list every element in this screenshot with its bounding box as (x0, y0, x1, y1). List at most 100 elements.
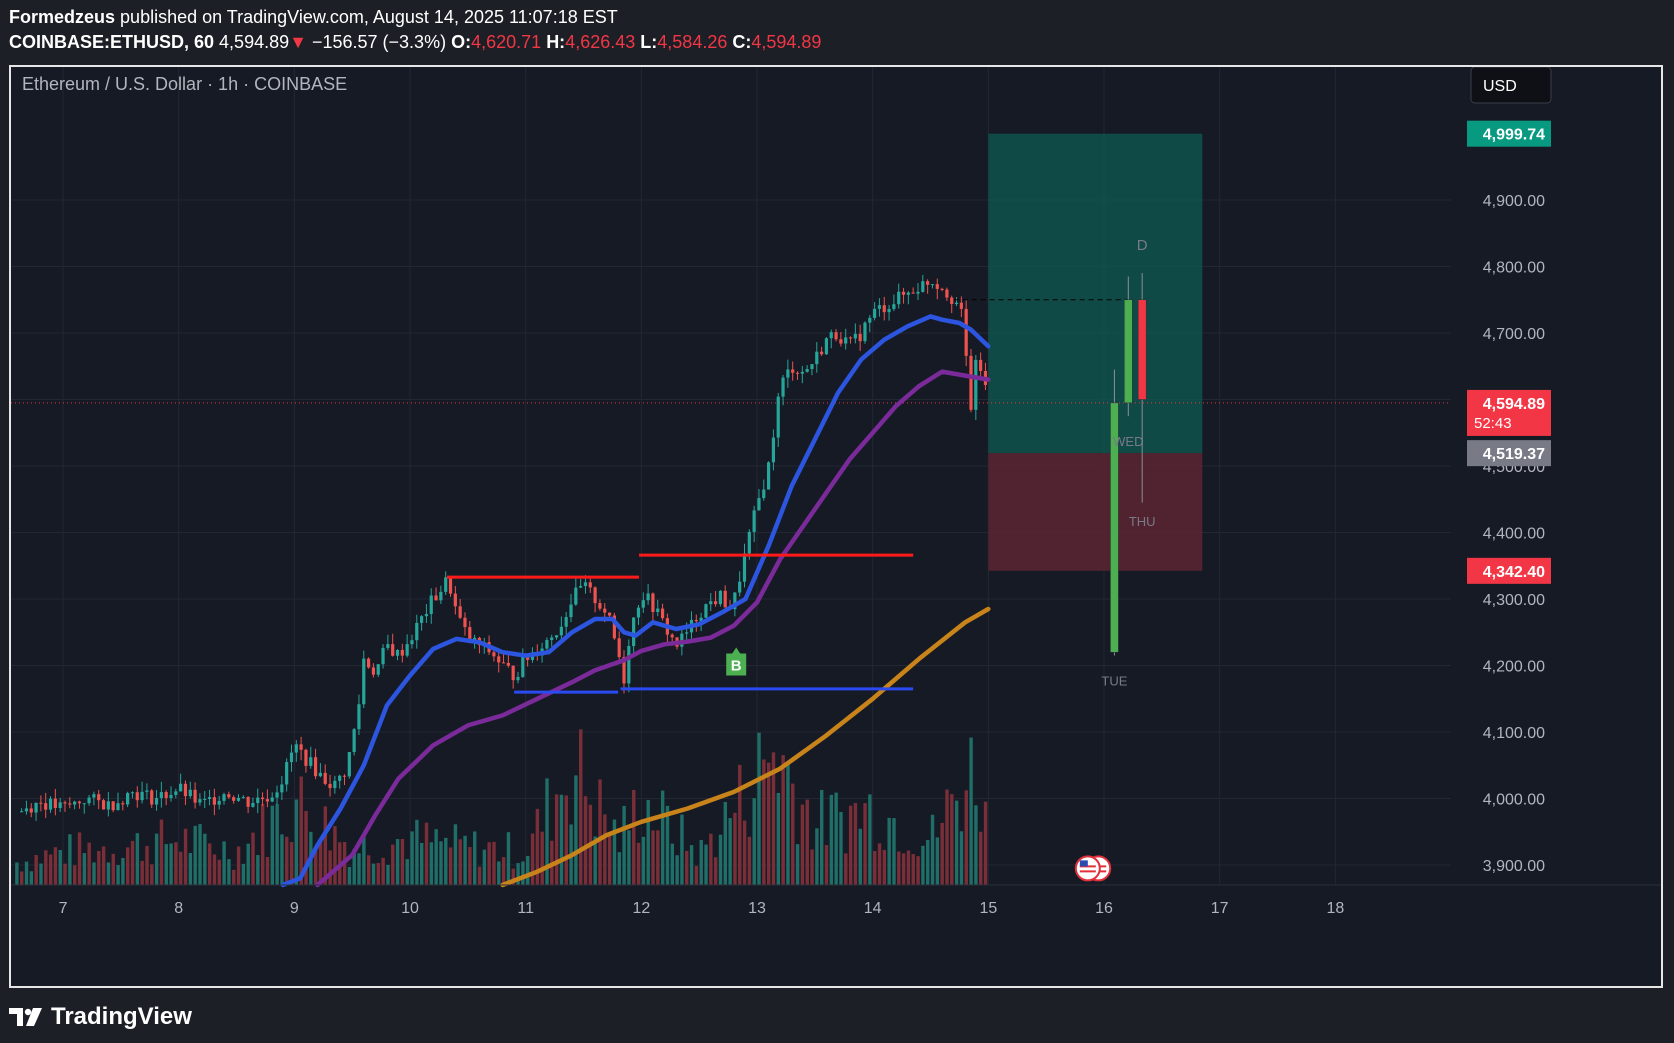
volume-bar (892, 818, 896, 885)
author-name[interactable]: Formedzeus (9, 7, 116, 27)
volume-bar (39, 863, 43, 885)
candle-body (550, 637, 554, 640)
candle-body (815, 351, 819, 365)
volume-bar (294, 799, 299, 885)
volume-bar (188, 852, 193, 885)
volume-bar (521, 861, 525, 885)
candle-body (444, 577, 448, 592)
projected-candle: THU (1129, 273, 1156, 529)
last-price-tag: 4,594.89 52:43 (1467, 389, 1551, 436)
volume-bar (805, 799, 809, 885)
price-level-tag-label: 4,999.74 (1483, 127, 1545, 144)
volume-bar (983, 801, 988, 885)
volume-bar (603, 814, 607, 885)
candle-body (921, 281, 925, 292)
price-chart[interactable]: B TUE WED THU D Ethereum / U.S. Dollar · 1h ·… (11, 67, 1661, 986)
volume-bar (304, 811, 308, 885)
volume-bar (169, 843, 173, 885)
volume-bar (607, 835, 612, 885)
candle-body (526, 656, 530, 660)
candle-body (39, 802, 43, 804)
volume-bar (357, 853, 361, 885)
volume-bar (795, 844, 800, 885)
volume-bar (752, 798, 756, 885)
volume-bar (352, 848, 356, 885)
candle-body (882, 305, 886, 313)
candle-body (598, 603, 602, 609)
volume-bar (685, 850, 689, 885)
candle-body (159, 792, 163, 799)
volume-bar (574, 775, 578, 885)
candle-body (694, 619, 698, 622)
volume-bar (747, 836, 752, 885)
volume-bar (723, 801, 728, 885)
candle-body (395, 649, 400, 656)
high-value: 4,626.43 (565, 32, 636, 52)
volume-bar (20, 871, 24, 885)
candle-body (77, 801, 82, 804)
candle-body (607, 612, 612, 616)
candle-body (940, 288, 944, 290)
volume-bar (863, 803, 867, 885)
volume-bar (135, 833, 140, 885)
candle-body (930, 284, 935, 286)
candle-body (868, 317, 872, 323)
volume-bar (444, 837, 448, 885)
candle-body (82, 803, 86, 805)
candle-body (448, 577, 453, 594)
volume-bar (251, 832, 255, 885)
volume-bar (554, 794, 559, 885)
candle-body (222, 794, 226, 801)
volume-bar (24, 861, 29, 885)
candle-body (318, 772, 322, 777)
candle-body (280, 784, 284, 793)
time-tick-label: 13 (748, 900, 766, 917)
candle-body (126, 793, 130, 805)
candle-body (738, 581, 742, 593)
volume-bar (713, 857, 718, 885)
candle-body (593, 587, 597, 604)
candle-body (954, 302, 959, 304)
volume-bar (395, 839, 400, 885)
candle-body (212, 797, 216, 805)
candle-body (579, 585, 583, 588)
candle-body (101, 800, 106, 810)
candle-body (275, 792, 279, 798)
candle-body (497, 656, 501, 663)
volume-bar (410, 831, 414, 885)
volume-bar (853, 803, 858, 885)
volume-bar (511, 868, 515, 885)
candle-body (338, 775, 342, 781)
volume-bar (598, 779, 602, 885)
candle-body (588, 582, 592, 588)
last-price-text: 4,594.89 (219, 32, 290, 52)
candle-body (603, 608, 607, 613)
candle-body (685, 632, 689, 634)
volume-bar (964, 790, 968, 885)
volume-bar (612, 819, 617, 885)
price-level-tag: 4,519.37 (1467, 440, 1551, 467)
candle-body (969, 355, 973, 410)
volume-bar (969, 737, 973, 885)
volume-bar (77, 832, 82, 885)
time-tick-label: 14 (864, 900, 882, 917)
volume-bar (882, 849, 887, 885)
volume-bar (617, 852, 621, 885)
buy-signal-marker: B (726, 647, 747, 676)
projected-label: TUE (1101, 674, 1127, 689)
time-tick-label: 7 (59, 900, 68, 917)
currency-button[interactable]: USD (1470, 67, 1552, 104)
volume-bar (636, 842, 641, 885)
moving-average-slow (500, 606, 991, 888)
volume-bar (699, 839, 703, 885)
candle-body (713, 601, 718, 605)
candle-body (786, 369, 790, 378)
volume-bar (786, 762, 790, 885)
candle-body (516, 676, 520, 681)
candle-body (154, 798, 159, 805)
volume-bar (579, 729, 583, 885)
volume-bar (34, 855, 38, 885)
volume-bar (844, 853, 848, 885)
candle-body (574, 587, 578, 605)
volume-bar (477, 866, 482, 885)
